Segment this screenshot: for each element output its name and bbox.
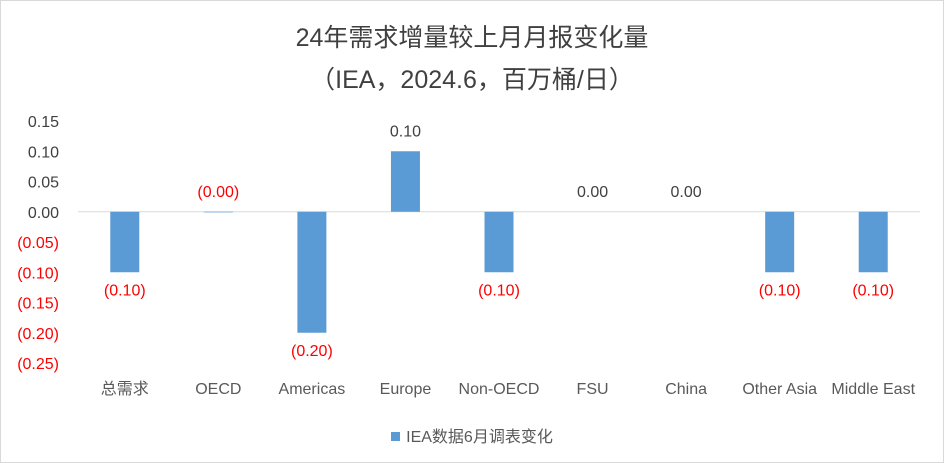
y-tick-label: 0.05: [28, 175, 59, 192]
chart-title: 24年需求增量较上月月报变化量: [295, 24, 649, 52]
bar: [390, 151, 420, 212]
x-tick-label: FSU: [577, 381, 609, 398]
data-label: 0.00: [671, 184, 702, 201]
y-tick-label: (0.10): [17, 265, 59, 282]
legend-label: IEA数据6月调表变化: [406, 429, 553, 446]
data-label: (0.00): [197, 184, 239, 201]
data-label: 0.10: [390, 123, 421, 140]
y-tick-label: 0.10: [28, 144, 59, 161]
data-label: (0.10): [104, 282, 146, 299]
data-label: 0.00: [577, 184, 608, 201]
x-tick-label: China: [665, 381, 707, 398]
legend-swatch: [391, 432, 401, 442]
x-tick-label: Americas: [279, 381, 346, 398]
y-tick-label: 0.15: [28, 114, 59, 131]
x-tick-label: Europe: [380, 381, 432, 398]
chart-subtitle: （IEA，2024.6，百万桶/日）: [310, 66, 634, 94]
x-tick-label: Other Asia: [742, 381, 817, 398]
data-label: (0.20): [291, 343, 333, 360]
data-label: (0.10): [478, 282, 520, 299]
y-tick-label: (0.05): [17, 235, 59, 252]
x-tick-label: OECD: [195, 381, 241, 398]
y-tick-label: (0.25): [17, 356, 59, 373]
x-tick-label: 总需求: [101, 380, 149, 398]
x-tick-label: Non-OECD: [459, 381, 540, 398]
y-tick-label: (0.15): [17, 296, 59, 313]
data-label: (0.10): [759, 282, 801, 299]
data-label: (0.10): [852, 282, 894, 299]
y-tick-label: 0.00: [28, 205, 59, 222]
legend: IEA数据6月调表变化: [0, 423, 944, 447]
bar: [297, 211, 327, 333]
bar: [858, 211, 888, 273]
bar: [484, 211, 514, 273]
bar: [765, 211, 795, 273]
y-tick-label: (0.20): [17, 326, 59, 343]
bar: [203, 211, 233, 213]
x-tick-label: Middle East: [831, 381, 915, 398]
bar: [110, 211, 140, 273]
